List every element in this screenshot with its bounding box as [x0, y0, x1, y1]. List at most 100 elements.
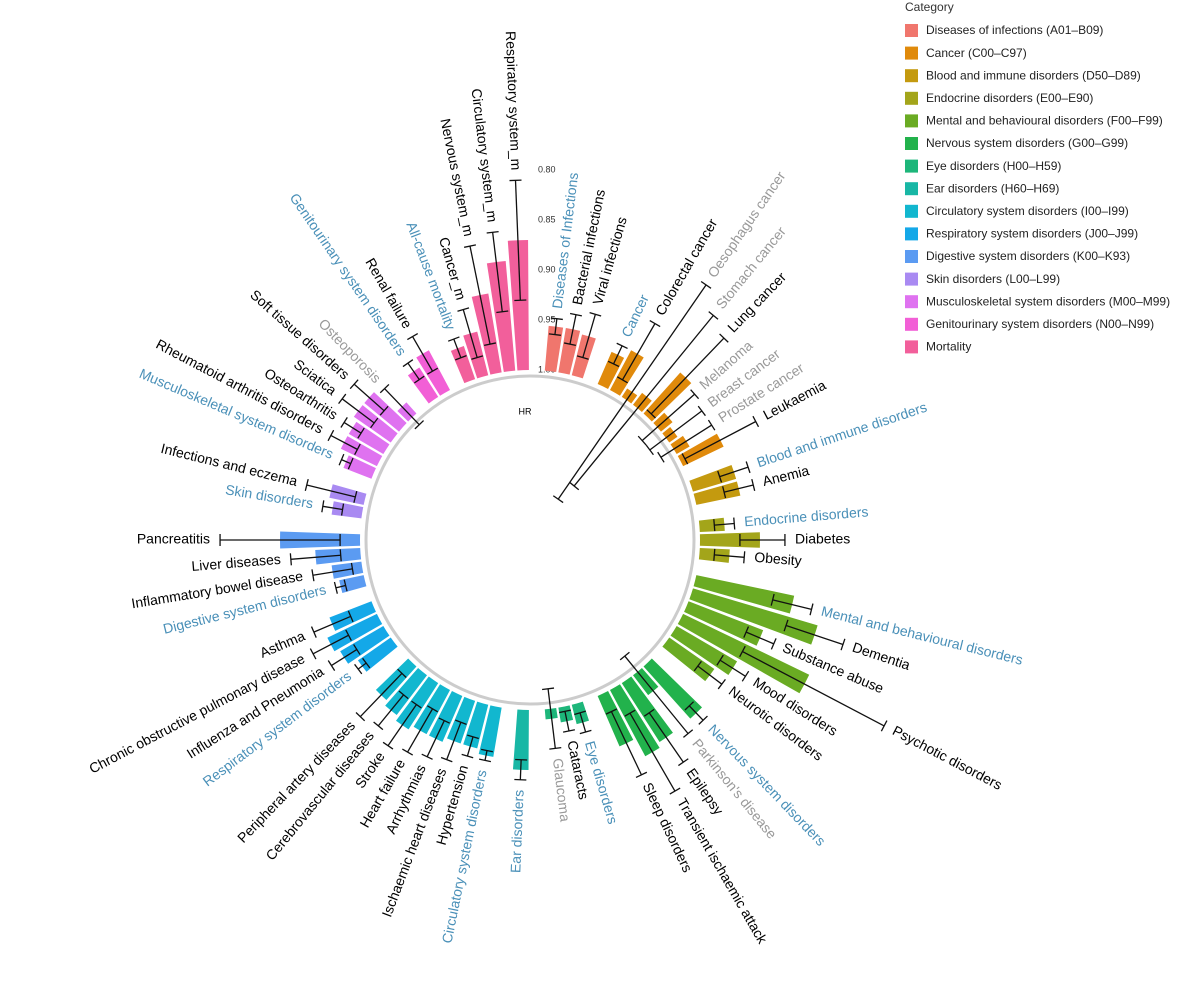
legend-label: Mental and behavioural disorders (F00–F9…	[926, 114, 1163, 128]
legend-swatch	[905, 272, 918, 286]
error-bar	[354, 657, 371, 675]
category-label: Liver diseases	[191, 551, 281, 574]
error-bar	[563, 312, 582, 346]
bar	[385, 667, 428, 716]
legend-label: Eye disorders (H00–H59)	[926, 159, 1061, 173]
legend-swatch	[905, 159, 918, 173]
r-tick-label: 0.85	[538, 214, 556, 224]
error-bar	[643, 708, 689, 767]
bar	[689, 588, 818, 645]
bar	[512, 709, 529, 770]
error-bar	[743, 626, 777, 650]
error-bar	[576, 312, 602, 360]
error-bar	[637, 389, 700, 446]
legend-label: Mortality	[926, 340, 971, 354]
category-label: Ear disorders	[507, 789, 526, 873]
category-label: Nervous system_m	[437, 117, 477, 238]
category-label: Respiratory system_m	[503, 31, 525, 171]
error-bar	[770, 593, 814, 616]
error-bar	[717, 461, 751, 483]
legend-swatch	[905, 137, 918, 150]
error-bar	[421, 717, 450, 760]
error-bar	[548, 317, 563, 336]
bar	[395, 676, 439, 730]
bar	[621, 676, 673, 743]
bar	[698, 517, 725, 533]
error-bar	[382, 700, 422, 750]
error-bar	[486, 230, 509, 314]
error-bar	[713, 517, 736, 532]
bar	[450, 345, 476, 384]
legend-label: Skin disorders (L00–L99)	[926, 272, 1060, 286]
error-bar	[616, 319, 661, 384]
error-bar	[321, 500, 345, 516]
bar	[597, 351, 625, 389]
error-bar	[716, 654, 750, 682]
legend-swatch	[905, 91, 918, 105]
error-bar	[338, 453, 354, 470]
error-bar	[509, 179, 527, 302]
legend-label: Nervous system disorders (G00–G99)	[926, 136, 1128, 150]
legend-label: Diseases of infections (A01–B09)	[926, 23, 1103, 37]
bar	[693, 481, 741, 505]
legend-swatch	[905, 114, 918, 128]
bar	[429, 691, 463, 742]
error-bar	[219, 534, 341, 546]
legend-swatch	[905, 46, 918, 60]
legend-label: Genitourinary system disorders (N00–N99)	[926, 317, 1154, 331]
error-bar	[440, 719, 467, 763]
error-bar	[402, 359, 425, 384]
legend-label: Blood and immune disorders (D50–D89)	[926, 68, 1141, 82]
legend-swatch	[905, 227, 918, 241]
error-bar	[379, 383, 425, 430]
legend-swatch	[905, 340, 918, 354]
category-label: Cancer	[618, 292, 652, 340]
bar	[416, 350, 451, 396]
legend-label: Digestive system disorders (K00–K93)	[926, 249, 1130, 263]
bar	[447, 696, 476, 744]
legend-swatch	[905, 69, 918, 83]
error-bar	[349, 379, 389, 416]
error-bar	[338, 393, 379, 429]
error-bar	[624, 709, 681, 795]
error-bar	[681, 415, 760, 465]
error-bar	[457, 307, 484, 360]
bar	[340, 625, 390, 664]
error-bar	[333, 579, 348, 594]
error-bar	[693, 660, 726, 690]
bar	[340, 436, 383, 467]
error-bar	[402, 705, 439, 756]
error-bar	[713, 548, 746, 564]
error-bar	[479, 748, 494, 763]
error-bar	[327, 429, 361, 456]
error-bar	[373, 690, 409, 731]
category-label: Psychotic disorders	[890, 722, 1005, 793]
category-label: Dementia	[850, 639, 912, 673]
error-bar	[722, 478, 756, 499]
bar	[348, 421, 390, 455]
category-label: Circulatory system_m	[469, 88, 501, 224]
category-label: Sleep disorders	[640, 780, 696, 875]
error-bar	[569, 311, 719, 491]
bar	[315, 547, 362, 565]
category-label: Obesity	[754, 549, 803, 569]
error-bar	[514, 758, 528, 781]
error-bar	[311, 562, 355, 582]
bar	[329, 601, 376, 631]
error-bar	[558, 709, 575, 733]
error-bar	[463, 244, 497, 346]
bar	[353, 405, 398, 443]
bar	[558, 328, 581, 375]
bar	[684, 601, 764, 646]
error-bar	[447, 336, 467, 361]
bar	[331, 501, 364, 519]
legend-swatch	[905, 250, 918, 263]
error-bar	[542, 687, 562, 750]
bar	[643, 658, 703, 719]
error-bar	[461, 734, 479, 759]
legend-label: Circulatory system disorders (I00–I99)	[926, 204, 1129, 218]
bar	[486, 261, 516, 373]
bar	[339, 575, 367, 594]
bar	[544, 325, 564, 373]
